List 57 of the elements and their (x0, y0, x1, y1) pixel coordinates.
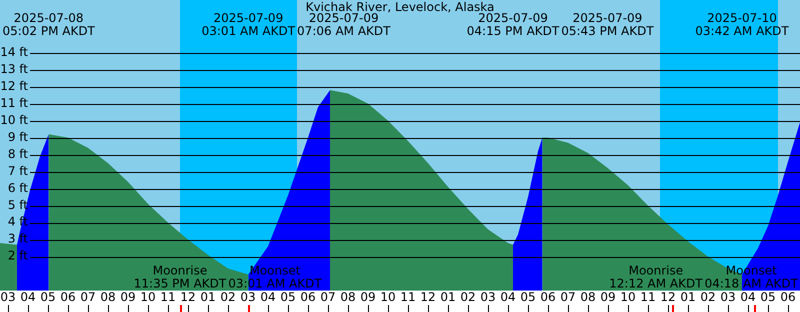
x-tick-label: 04 (20, 290, 36, 304)
x-tick-label: 11 (640, 290, 656, 304)
x-tick-label: 08 (580, 290, 596, 304)
x-tick-label: 11 (160, 290, 176, 304)
x-tick-label: 02 (220, 290, 236, 304)
annotation: 2025-07-08 05:02 PM AKDT (2, 11, 96, 38)
x-tick-label: 09 (120, 290, 136, 304)
x-tick-label: 10 (380, 290, 396, 304)
x-tick-label: 10 (620, 290, 636, 304)
x-tick-label: 02 (460, 290, 476, 304)
x-tick-label: 06 (540, 290, 556, 304)
x-tick-label: 12 (660, 290, 676, 304)
x-tick-label: 03 (240, 290, 256, 304)
x-tick-label: 05 (40, 290, 56, 304)
x-tick-label: 01 (440, 290, 456, 304)
x-tick-label: 06 (780, 290, 796, 304)
ref-line-label: Moonrise 12:12 AM AKDT (609, 264, 704, 291)
x-tick-label: 12 (420, 290, 436, 304)
x-tick-label: 04 (260, 290, 276, 304)
x-tick-label: 09 (600, 290, 616, 304)
x-tick-label: 02 (700, 290, 716, 304)
annotation: 2025-07-09 03:01 AM AKDT (202, 11, 296, 38)
y-tick-label: 11 ft (0, 96, 28, 110)
annotation: 2025-07-09 05:43 PM AKDT (561, 11, 654, 38)
x-tick-label: 06 (300, 290, 316, 304)
x-tick-label: 05 (760, 290, 776, 304)
x-tick-label: 12 (180, 290, 196, 304)
x-tick-label: 03 (0, 290, 16, 304)
y-tick-label: 14 ft (0, 44, 28, 59)
y-tick-label: 3 ft (8, 232, 28, 246)
y-tick-label: 10 ft (0, 112, 28, 127)
y-tick-label: 9 ft (8, 130, 28, 144)
x-tick-label: 09 (360, 290, 376, 304)
x-tick-label: 04 (500, 290, 516, 304)
x-tick-label: 11 (400, 290, 416, 304)
y-tick-label: 7 ft (8, 164, 28, 178)
x-tick-label: 08 (100, 290, 116, 304)
x-tick-label: 08 (340, 290, 356, 304)
x-tick-label: 07 (560, 290, 576, 304)
x-tick-label: 06 (60, 290, 76, 304)
x-tick-label: 05 (520, 290, 536, 304)
ref-line-label: Moonrise 11:35 PM AKDT (134, 264, 227, 291)
x-tick-label: 07 (80, 290, 96, 304)
x-tick-label: 10 (140, 290, 156, 304)
x-tick-label: 03 (480, 290, 496, 304)
y-tick-label: 6 ft (8, 180, 28, 195)
y-tick-label: 8 ft (8, 146, 28, 161)
annotation: 2025-07-10 03:42 AM AKDT (695, 11, 790, 38)
y-tick-label: 2 ft (8, 248, 28, 263)
x-tick-label: 07 (320, 290, 336, 304)
x-tick-label: 04 (740, 290, 756, 304)
x-tick-label: 03 (720, 290, 736, 304)
x-tick-label: 01 (680, 290, 696, 304)
x-tick-label: 05 (280, 290, 296, 304)
x-tick-label: 01 (200, 290, 216, 304)
y-tick-label: 13 ft (0, 62, 28, 76)
y-tick-label: 12 ft (0, 78, 28, 93)
